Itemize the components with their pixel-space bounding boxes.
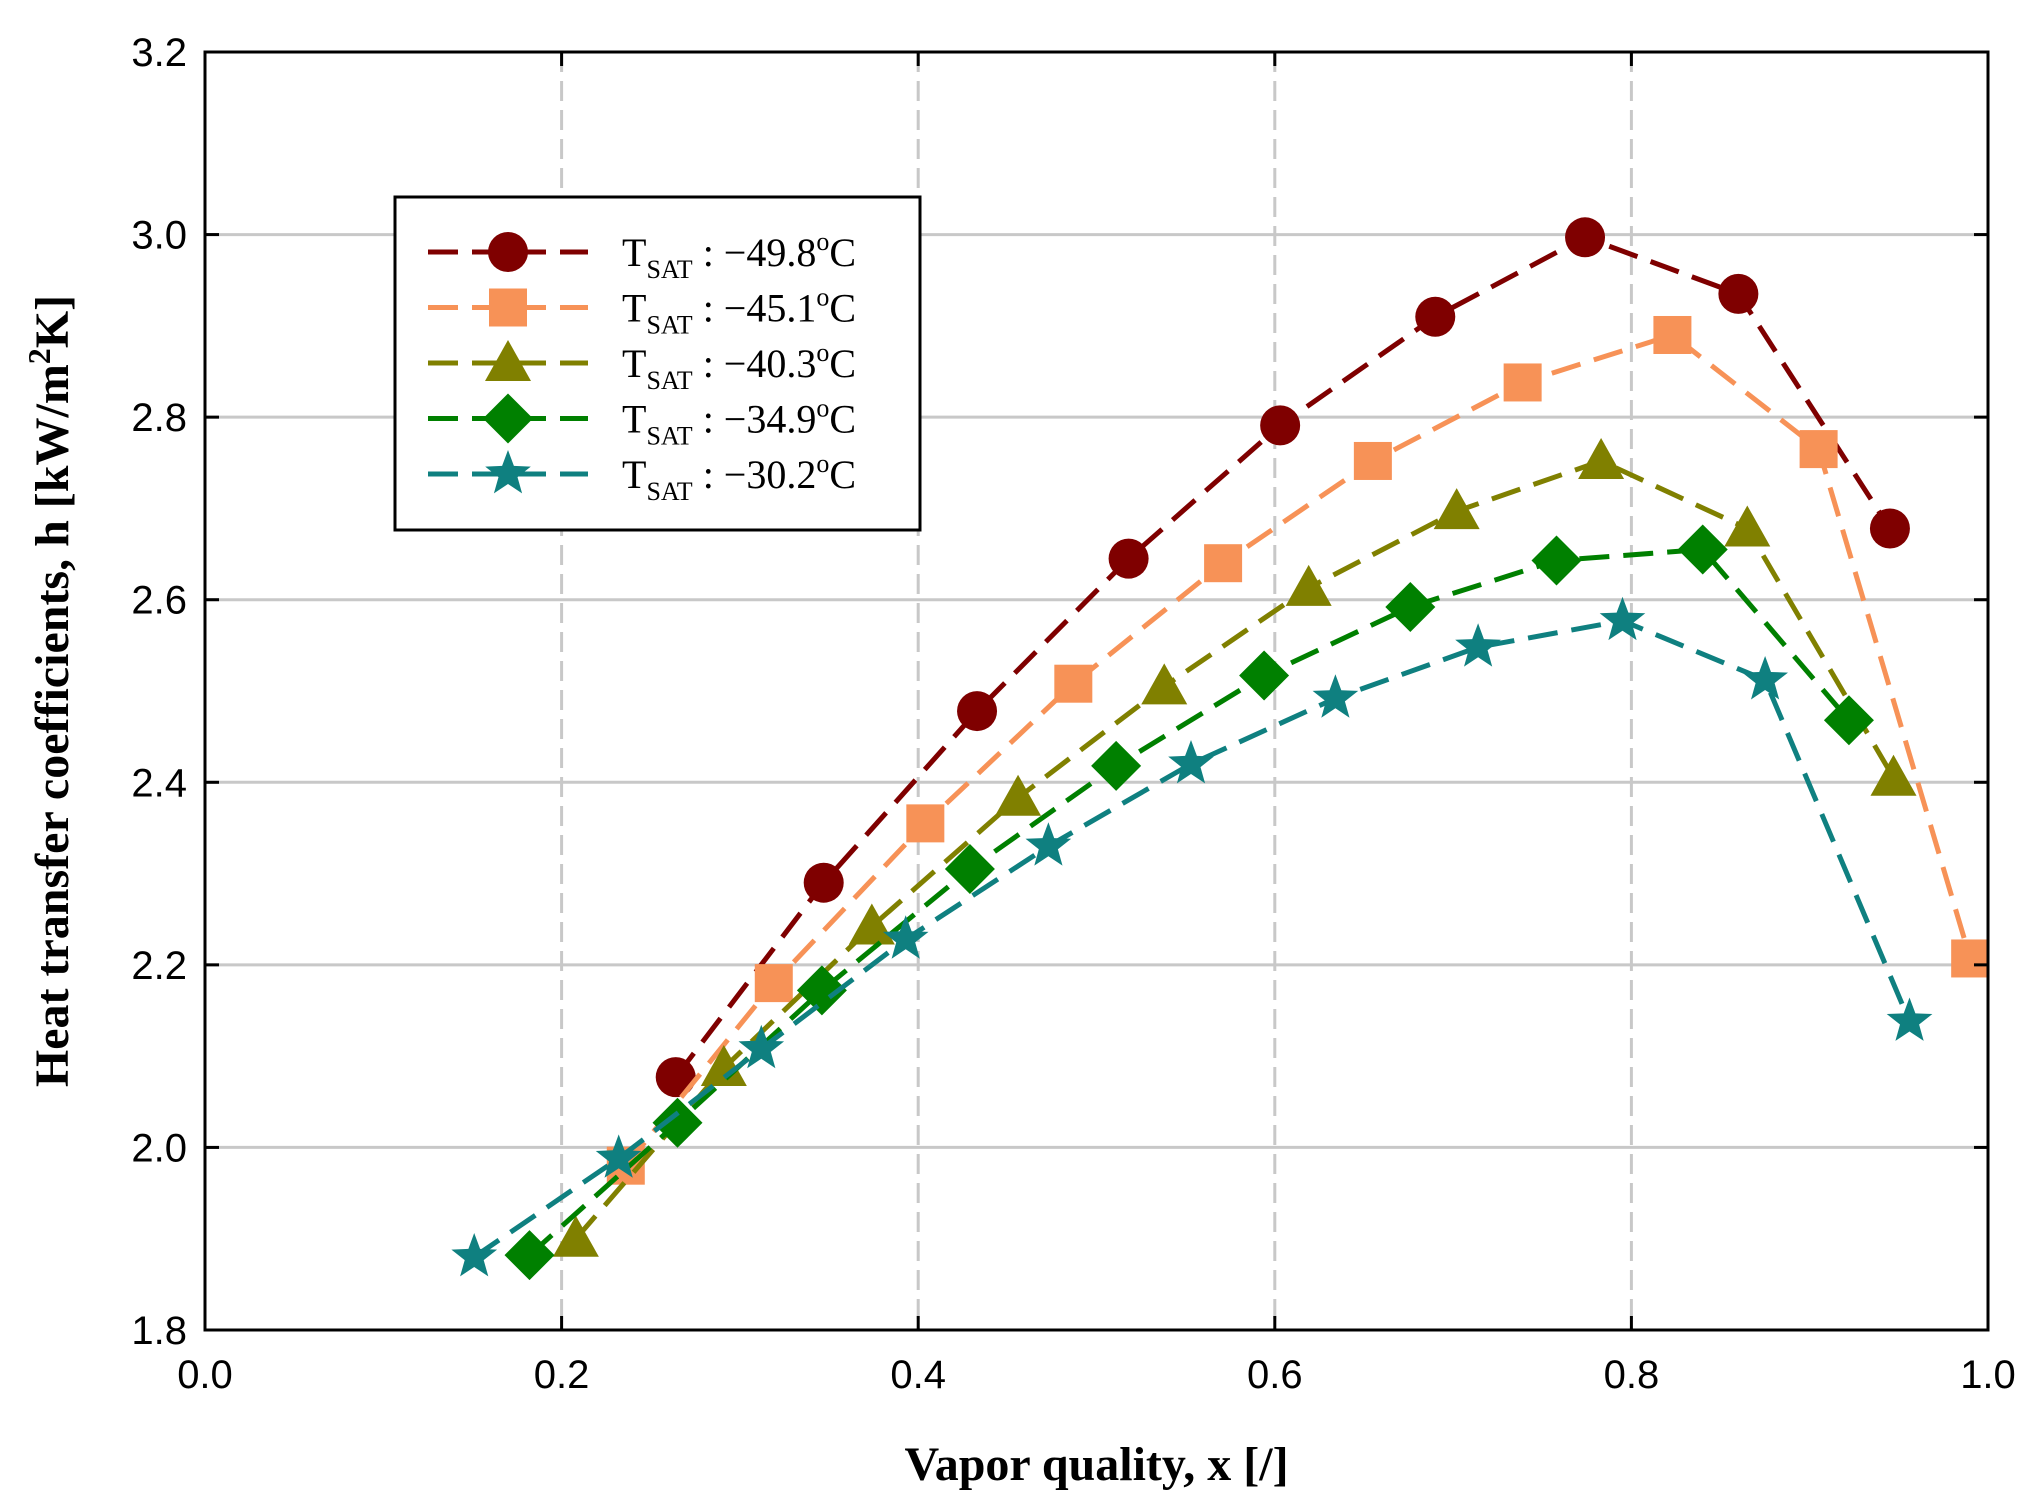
y-tick-label: 3.0 [131,214,187,258]
y-tick-label: 2.4 [131,761,187,805]
legend-label: TSAT : −30.2oC [622,449,856,506]
legend-entry: TSAT : −40.3oC [428,338,856,395]
data-point [1599,596,1646,641]
data-point [1799,430,1838,469]
axis-ticks: 0.0 0.2 0.4 0.6 0.8 1.0 1.8 2.0 2.2 2.4 2.6 2.8 3.0 3… [131,31,2015,1397]
legend-entry: TSAT : −49.8oC [428,227,856,284]
y-tick-label: 2.0 [131,1126,187,1170]
data-point [796,965,847,1016]
series-line [574,458,1896,1241]
data-point [1091,740,1142,791]
data-point [1823,695,1874,746]
series-group [451,217,1990,1281]
y-axis-title: Heat transfer coefficients, h [kW/m2K] [21,295,79,1087]
data-point [803,862,844,903]
data-point [995,774,1042,816]
data-point [1025,822,1072,866]
data-point [1578,437,1625,479]
data-point [848,903,895,945]
data-point [1718,273,1759,314]
series-line [472,618,1912,1260]
data-point [655,1057,696,1098]
legend-marker [488,232,528,272]
x-tick-label: 0.8 [1604,1353,1660,1397]
series-line [623,332,1973,1168]
series-3 [552,437,1917,1257]
legend-marker [483,393,533,444]
data-point [595,1134,642,1178]
series-1 [655,217,1910,1098]
data-point [1742,656,1788,700]
x-tick-label: 0.2 [534,1353,590,1397]
data-point [1886,997,1933,1041]
x-tick-label: 0.6 [1247,1353,1303,1397]
data-point [700,1045,747,1087]
data-point [1239,650,1290,701]
data-point [1312,674,1359,718]
series-4 [504,524,1874,1281]
data-point [738,1024,785,1069]
y-tick-label: 3.2 [131,31,187,75]
data-point [552,1215,599,1257]
data-point [1285,564,1332,606]
data-point [754,964,793,1003]
legend-marker [489,288,527,327]
data-point [1870,754,1917,796]
legend-label: TSAT : −45.1oC [622,283,856,340]
data-point [1260,405,1301,446]
data-point [1565,217,1606,258]
data-point [1951,939,1990,978]
legend-label: TSAT : −49.8oC [622,227,856,284]
series-5 [451,596,1933,1277]
x-tick-label: 0.4 [890,1353,946,1397]
data-point [1353,441,1392,480]
data-point [652,1097,703,1148]
y-tick-label: 2.6 [131,579,187,623]
data-point [1168,740,1214,784]
x-axis-title: Vapor quality, x [/] [904,1438,1288,1491]
x-tick-label: 1.0 [1960,1353,2016,1397]
data-point [1724,505,1771,547]
data-point [1503,363,1542,402]
data-point [882,915,929,959]
data-point [1385,582,1436,633]
data-point [504,1230,555,1281]
y-tick-label: 2.8 [131,396,187,440]
legend-label: TSAT : −34.9oC [622,394,856,451]
plot-frame [203,50,1990,1332]
legend-marker [485,450,531,494]
data-point [1141,663,1188,705]
data-point [1204,544,1243,583]
data-point [957,691,998,732]
data-point [1677,524,1728,575]
x-tick-label: 0.0 [177,1353,233,1397]
grid [205,52,1988,1330]
legend-entry: TSAT : −45.1oC [428,283,856,340]
y-axis-title-superscript: 2 [21,348,57,364]
y-tick-label: 2.2 [131,944,187,988]
legend-marker [485,340,531,381]
data-point [906,804,945,843]
data-point [451,1233,498,1277]
legend-entry: TSAT : −34.9oC [428,393,856,451]
data-point [1653,315,1692,354]
data-point [1455,623,1501,667]
y-axis-title-tail: K] [26,295,79,348]
data-point [1415,296,1456,337]
y-tick-label: 1.8 [131,1309,187,1353]
data-point [1433,488,1480,530]
y-axis-title-main: Heat transfer coefficients, h [kW/m [26,364,79,1087]
legend-label: TSAT : −40.3oC [622,338,856,395]
data-point [1108,538,1149,579]
data-point [1054,664,1093,703]
data-point [1531,535,1582,586]
series-2 [606,315,1990,1185]
data-point [944,844,995,895]
data-point [1869,508,1910,549]
legend-entry: TSAT : −30.2oC [428,449,856,506]
series-line [527,546,1851,1257]
